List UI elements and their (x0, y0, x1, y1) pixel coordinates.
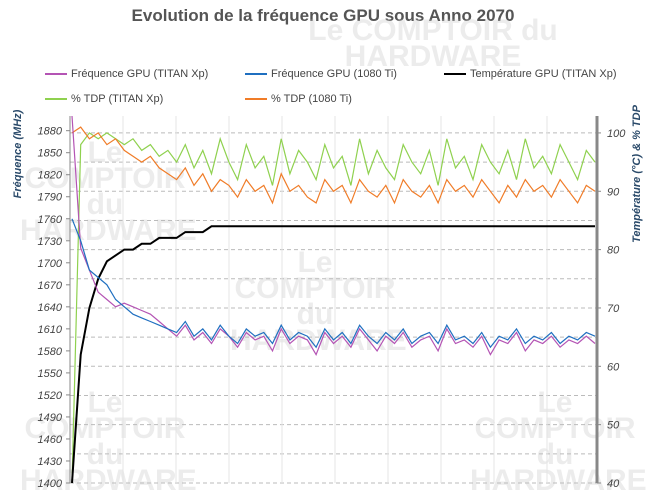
y-tick-label: 1820 (38, 170, 63, 182)
legend-label: Température GPU (TITAN Xp) (470, 68, 617, 80)
legend-item-titan-temp: Température GPU (TITAN Xp) (444, 68, 617, 80)
y2-tick-label: 60 (607, 361, 620, 373)
series-line-0 (71, 115, 596, 356)
y2-tick-label: 80 (607, 245, 620, 257)
series-line-3 (71, 132, 596, 484)
legend-swatch (245, 98, 267, 100)
legend-swatch (245, 73, 267, 75)
legend-item-1080ti-tdp: % TDP (1080 Ti) (245, 93, 352, 105)
y-tick-label: 1520 (38, 390, 63, 402)
legend-label: % TDP (1080 Ti) (271, 93, 352, 105)
y-tick-label: 1460 (38, 434, 63, 446)
y-tick-label: 1880 (38, 126, 63, 138)
chart-title: Evolution de la fréquence GPU sous Anno … (131, 6, 515, 25)
y-tick-label: 1580 (38, 346, 63, 358)
y2-tick-label: 90 (607, 186, 620, 198)
y-tick-label: 1790 (38, 192, 63, 204)
y-tick-label: 1850 (38, 148, 63, 160)
legend-label: % TDP (TITAN Xp) (71, 93, 164, 105)
series-line-2 (71, 225, 595, 484)
y2-tick-label: 70 (607, 303, 620, 315)
y2-tick-label: 100 (607, 128, 626, 140)
series-line-4 (71, 126, 596, 205)
y-tick-label: 1640 (38, 302, 63, 314)
legend-swatch (444, 73, 466, 75)
legend-swatch (45, 98, 67, 100)
legend-item-titan-freq: Fréquence GPU (TITAN Xp) (45, 68, 208, 80)
y-tick-label: 1430 (38, 456, 63, 468)
legend-item-1080ti-freq: Fréquence GPU (1080 Ti) (245, 68, 397, 80)
y-tick-label: 1550 (38, 368, 63, 380)
y2-tick-label: 40 (607, 478, 620, 490)
legend-swatch (45, 73, 67, 75)
y-tick-label: 1400 (38, 478, 63, 490)
y-tick-label: 1700 (38, 258, 63, 270)
y-tick-label: 1730 (38, 236, 63, 248)
y-tick-label: 1610 (38, 324, 63, 336)
legend-label: Fréquence GPU (1080 Ti) (271, 68, 397, 80)
legend-label: Fréquence GPU (TITAN Xp) (71, 68, 209, 80)
y-tick-label: 1760 (38, 214, 63, 226)
legend-item-titan-tdp: % TDP (TITAN Xp) (45, 93, 163, 105)
y2-tick-label: 50 (607, 420, 620, 432)
y-tick-label: 1490 (38, 412, 63, 424)
series-line-1 (71, 218, 596, 349)
y-tick-label: 1670 (38, 280, 63, 292)
